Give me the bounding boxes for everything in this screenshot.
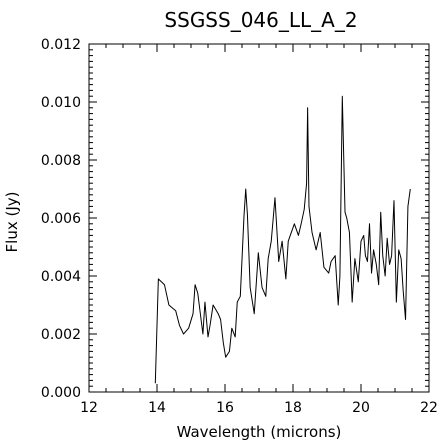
y-tick-label-2: 0.004 [41, 269, 81, 285]
y-tick-label-5: 0.010 [41, 95, 81, 111]
x-tick-label-5: 22 [420, 400, 438, 416]
x-tick-label-2: 16 [216, 400, 234, 416]
series-group [154, 95, 411, 384]
axis-ticks [88, 43, 430, 393]
y-tick-label-1: 0.002 [41, 327, 81, 343]
x-axis-label: Wavelength (microns) [177, 423, 342, 441]
y-axis-label: Flux (Jy) [3, 192, 21, 253]
x-tick-label-3: 18 [284, 400, 302, 416]
x-tick-label-1: 14 [148, 400, 166, 416]
y-tick-label-3: 0.006 [41, 211, 81, 227]
flux-series-line-0 [154, 95, 411, 384]
chart-title: SSGSS_046_LL_A_2 [164, 8, 357, 32]
x-tick-label-0: 12 [80, 400, 98, 416]
x-tick-label-4: 20 [352, 400, 370, 416]
plot-frame [88, 43, 430, 393]
x-tick-labels: 12 14 16 18 20 22 [80, 400, 438, 416]
y-tick-labels: 0.000 0.002 0.004 0.006 0.008 0.010 0.012 [41, 37, 81, 401]
y-tick-label-6: 0.012 [41, 37, 81, 53]
y-tick-label-0: 0.000 [41, 385, 81, 401]
y-tick-label-4: 0.008 [41, 153, 81, 169]
